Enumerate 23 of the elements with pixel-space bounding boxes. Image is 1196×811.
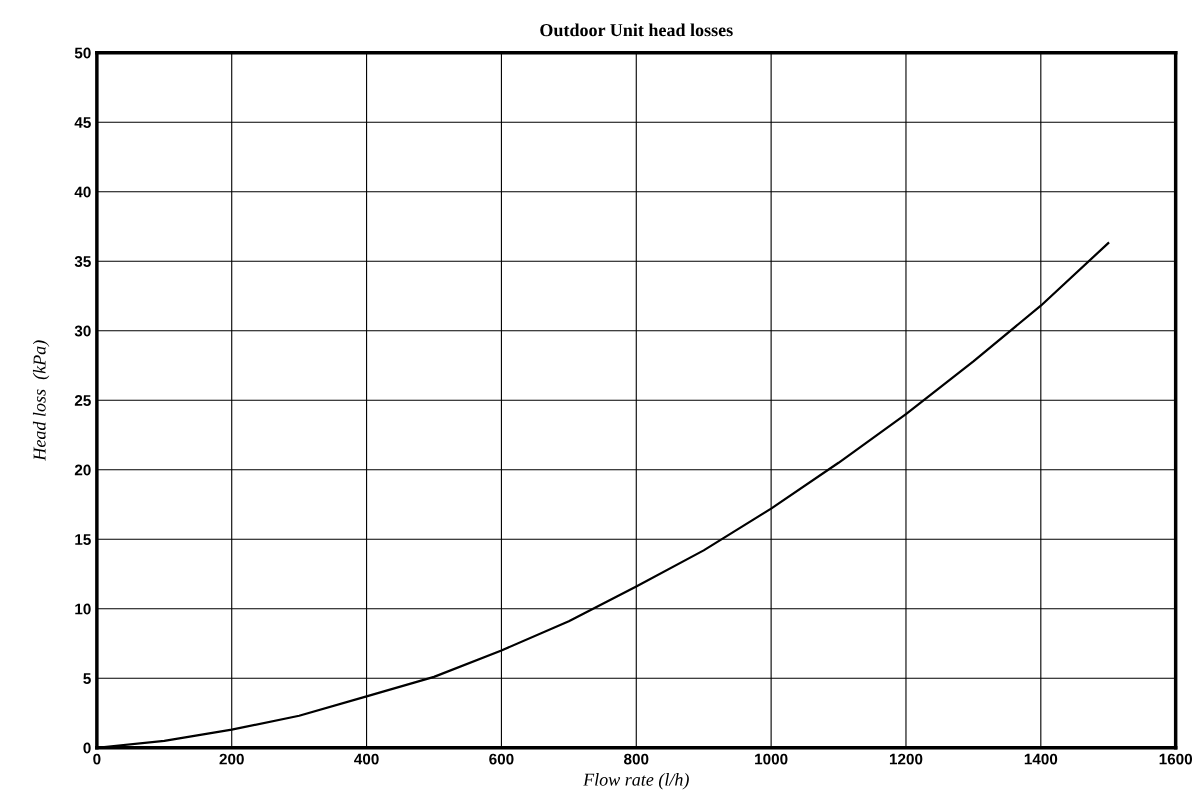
y-tick-label: 20 xyxy=(74,464,91,476)
x-tick-label: 800 xyxy=(624,753,649,765)
y-tick-label: 15 xyxy=(75,534,91,545)
y-tick-label: 45 xyxy=(74,117,91,128)
y-tick-label: 0 xyxy=(83,742,91,754)
y-tick-label: 10 xyxy=(75,603,91,615)
x-tick-label: 1600 xyxy=(1159,753,1193,765)
x-tick-label: 600 xyxy=(489,753,514,765)
y-axis-title: Head loss (kPa) xyxy=(32,340,50,461)
y-tick-label: 40 xyxy=(74,186,91,198)
y-tick-label: 35 xyxy=(74,256,91,267)
y-tick-label: 30 xyxy=(74,325,91,337)
x-tick-label: 200 xyxy=(219,753,244,765)
y-tick-label: 5 xyxy=(83,673,91,684)
x-tick-label: 1000 xyxy=(755,753,788,765)
x-tick-label: 0 xyxy=(93,753,101,765)
y-tick-label: 50 xyxy=(74,47,91,59)
x-tick-label: 1400 xyxy=(1024,753,1058,765)
x-tick-label: 400 xyxy=(354,753,379,765)
y-tick-label: 25 xyxy=(74,395,91,406)
x-axis-title: Flow rate (l/h) xyxy=(583,773,689,790)
chart-title: Outdoor Unit head losses xyxy=(540,23,733,37)
x-tick-label: 1200 xyxy=(889,753,923,765)
